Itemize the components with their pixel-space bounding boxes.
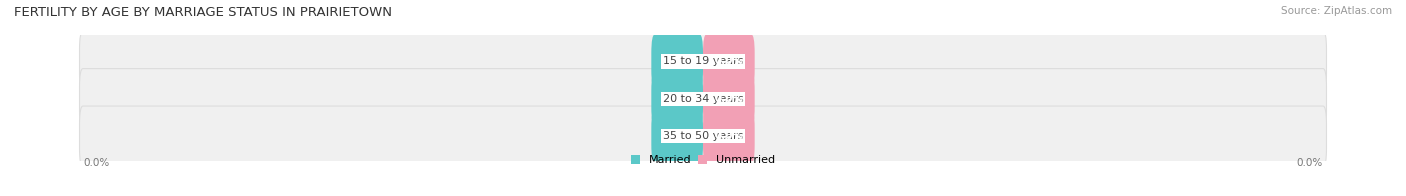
- Text: 0.0%: 0.0%: [662, 94, 692, 104]
- FancyBboxPatch shape: [80, 106, 1326, 167]
- Text: 20 to 34 years: 20 to 34 years: [662, 94, 744, 104]
- FancyBboxPatch shape: [703, 72, 755, 126]
- Text: 15 to 19 years: 15 to 19 years: [662, 56, 744, 66]
- Text: 0.0%: 0.0%: [714, 94, 744, 104]
- FancyBboxPatch shape: [703, 109, 755, 163]
- Text: 0.0%: 0.0%: [714, 131, 744, 141]
- Text: 35 to 50 years: 35 to 50 years: [662, 131, 744, 141]
- FancyBboxPatch shape: [651, 72, 703, 126]
- Text: 0.0%: 0.0%: [83, 158, 110, 168]
- Text: 0.0%: 0.0%: [1296, 158, 1323, 168]
- FancyBboxPatch shape: [80, 31, 1326, 92]
- Text: Source: ZipAtlas.com: Source: ZipAtlas.com: [1281, 6, 1392, 16]
- FancyBboxPatch shape: [651, 34, 703, 89]
- Text: 0.0%: 0.0%: [714, 56, 744, 66]
- FancyBboxPatch shape: [651, 109, 703, 163]
- FancyBboxPatch shape: [80, 69, 1326, 129]
- Text: 0.0%: 0.0%: [662, 56, 692, 66]
- Text: 0.0%: 0.0%: [662, 131, 692, 141]
- FancyBboxPatch shape: [703, 34, 755, 89]
- Text: FERTILITY BY AGE BY MARRIAGE STATUS IN PRAIRIETOWN: FERTILITY BY AGE BY MARRIAGE STATUS IN P…: [14, 6, 392, 19]
- Legend: Married, Unmarried: Married, Unmarried: [631, 155, 775, 165]
